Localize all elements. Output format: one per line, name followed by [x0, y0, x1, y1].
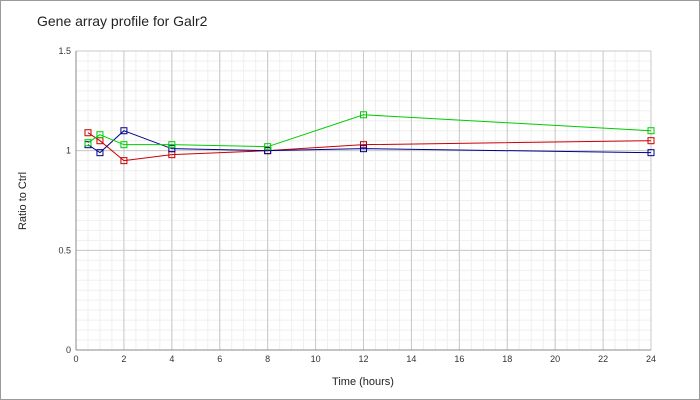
series-line — [87, 114, 652, 148]
data-point-marker — [264, 147, 272, 155]
x-tick-label: 8 — [265, 354, 270, 364]
x-tick-label: 22 — [598, 354, 608, 364]
x-tick-label: 6 — [217, 354, 222, 364]
data-point-marker — [168, 141, 176, 149]
chart-title: Gene array profile for Galr2 — [37, 13, 208, 29]
series-2 — [84, 111, 655, 151]
x-tick-label: 12 — [358, 354, 368, 364]
data-point-marker — [360, 141, 367, 149]
series-group — [84, 111, 655, 165]
x-axis-label: Time (hours) — [332, 376, 394, 388]
y-tick-label: 0 — [66, 345, 71, 355]
data-point-marker — [120, 157, 128, 165]
x-tick-label: 0 — [73, 354, 78, 364]
y-axis-label: Ratio to Ctrl — [17, 172, 29, 230]
data-point-marker — [264, 143, 272, 151]
data-point-marker — [647, 149, 655, 157]
grid — [75, 50, 652, 351]
data-point-marker — [120, 141, 128, 149]
y-tick-label: 1.5 — [58, 46, 71, 56]
series-line — [87, 132, 652, 162]
x-tick-label: 18 — [502, 354, 512, 364]
data-point-marker — [96, 131, 104, 139]
x-tick-label: 4 — [169, 354, 174, 364]
data-point-marker — [120, 127, 128, 135]
data-point-marker — [84, 139, 92, 147]
data-point-marker — [360, 145, 367, 153]
y-tick-label: 1 — [66, 146, 71, 156]
series-line — [87, 130, 652, 154]
data-point-marker — [360, 111, 367, 119]
data-point-marker — [168, 145, 176, 153]
x-tick-label: 20 — [550, 354, 560, 364]
data-point-marker — [647, 127, 655, 135]
x-tick-label: 14 — [406, 354, 416, 364]
data-point-marker — [96, 149, 104, 157]
data-point-marker — [647, 137, 655, 145]
y-tick-label: 0.5 — [58, 245, 71, 255]
x-tick-label: 24 — [646, 354, 656, 364]
x-tick-label: 2 — [121, 354, 126, 364]
x-tick-label: 10 — [311, 354, 321, 364]
x-tick-label: 16 — [454, 354, 464, 364]
data-point-marker — [84, 129, 92, 137]
